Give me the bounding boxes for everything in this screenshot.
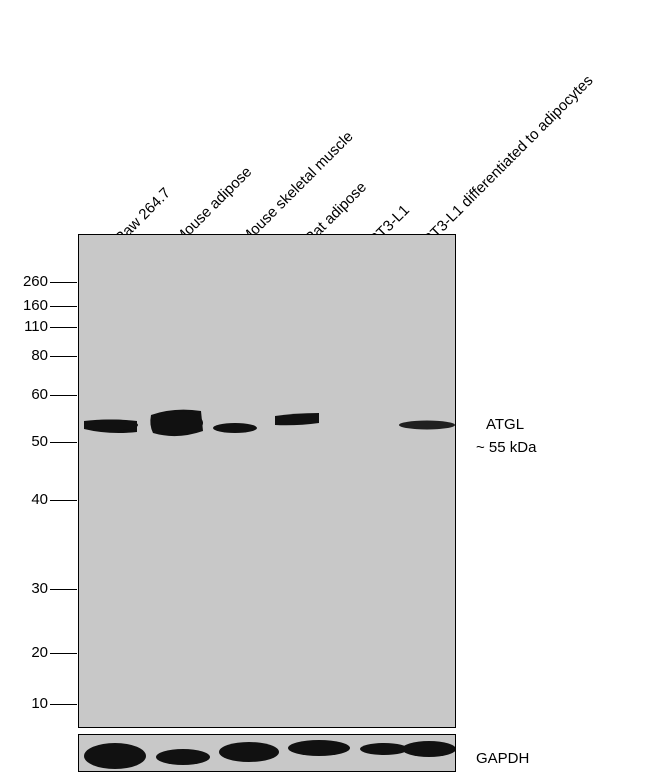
mw-tick-30: [50, 589, 77, 590]
band-mouse-adipose-core: [151, 411, 203, 435]
gapdh-bands: [84, 740, 455, 769]
mw-marker-20: 20: [31, 644, 48, 661]
gapdh-band-3: [219, 742, 279, 762]
lane-label-3t3-l1-adipocytes: 3T3-L1 differentiated to adipocytes: [421, 72, 597, 248]
mw-tick-160: [50, 306, 77, 307]
mw-marker-60: 60: [31, 386, 48, 403]
mw-marker-110: 110: [24, 318, 48, 335]
band-3t3-l1-differentiated: [399, 420, 455, 430]
lane-label-mouse-skeletal-muscle: Mouse skeletal muscle: [237, 128, 357, 248]
mw-tick-60: [50, 395, 77, 396]
mw-marker-160: 160: [22, 297, 48, 314]
mw-marker-260: 260: [22, 273, 48, 290]
band-rat-adipose: [275, 413, 319, 426]
target-name-label: ATGL: [486, 416, 525, 433]
atgl-bands: [84, 409, 455, 437]
mw-marker-80: 80: [31, 347, 48, 364]
band-mouse-skeletal-muscle: [213, 423, 257, 433]
mw-tick-110: [50, 327, 77, 328]
target-size-label: ~ 55 kDa: [476, 439, 537, 456]
gapdh-band-1: [84, 743, 146, 769]
gapdh-band-5: [360, 743, 408, 755]
western-blot-membrane: [78, 234, 456, 728]
mw-tick-20: [50, 653, 77, 654]
mw-tick-260: [50, 282, 77, 283]
mw-tick-10: [50, 704, 77, 705]
mw-marker-50: 50: [31, 433, 48, 450]
band-raw-264-7-core: [84, 419, 138, 431]
loading-control-membrane: [78, 734, 456, 772]
loading-control-label: GAPDH: [476, 750, 530, 767]
mw-marker-40: 40: [31, 491, 48, 508]
mw-tick-50: [50, 442, 77, 443]
mw-tick-40: [50, 500, 77, 501]
gapdh-band-6: [402, 741, 455, 757]
mw-marker-30: 30: [31, 580, 48, 597]
mw-marker-10: 10: [31, 695, 48, 712]
gapdh-band-4: [288, 740, 350, 756]
mw-tick-80: [50, 356, 77, 357]
gapdh-band-2: [156, 749, 210, 765]
